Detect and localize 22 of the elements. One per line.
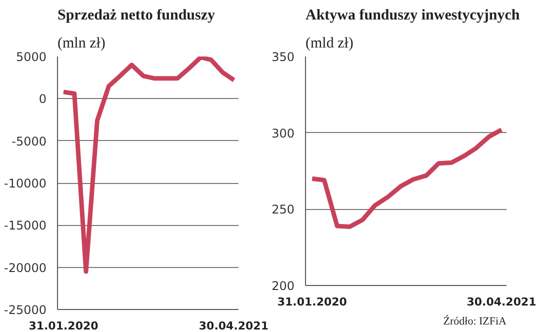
line-series bbox=[310, 128, 504, 229]
y-tick-label: -15000 bbox=[4, 218, 47, 233]
y-tick-label: -10000 bbox=[4, 176, 47, 190]
x-tick-label: 31.01.2020 bbox=[28, 320, 99, 332]
y-tick-label: 250 bbox=[272, 202, 294, 217]
line-series bbox=[61, 56, 236, 274]
chart-subtitle: (mln zł) bbox=[58, 36, 106, 52]
x-tick-label: 30.04.2021 bbox=[198, 320, 269, 332]
y-tick-label: -20000 bbox=[4, 260, 47, 275]
x-tick-label: 30.04.2021 bbox=[466, 296, 536, 308]
y-tick-label: 300 bbox=[272, 126, 294, 140]
y-tick-label: 350 bbox=[272, 50, 294, 64]
x-tick-label: 31.01.2020 bbox=[277, 296, 348, 308]
chart-title: Sprzedaż netto funduszy bbox=[58, 8, 216, 24]
y-tick-label: -5000 bbox=[12, 134, 47, 148]
text: Źródło: IZFiA bbox=[443, 314, 507, 328]
y-tick-label: 0 bbox=[38, 92, 47, 106]
y-tick-label: -25000 bbox=[4, 303, 47, 317]
chart-title: Aktywa funduszy inwestycyjnych bbox=[306, 8, 520, 24]
y-tick-label: 5000 bbox=[16, 50, 47, 64]
chart-subtitle: (mld zł) bbox=[306, 36, 354, 52]
y-tick-label: 200 bbox=[272, 279, 294, 293]
